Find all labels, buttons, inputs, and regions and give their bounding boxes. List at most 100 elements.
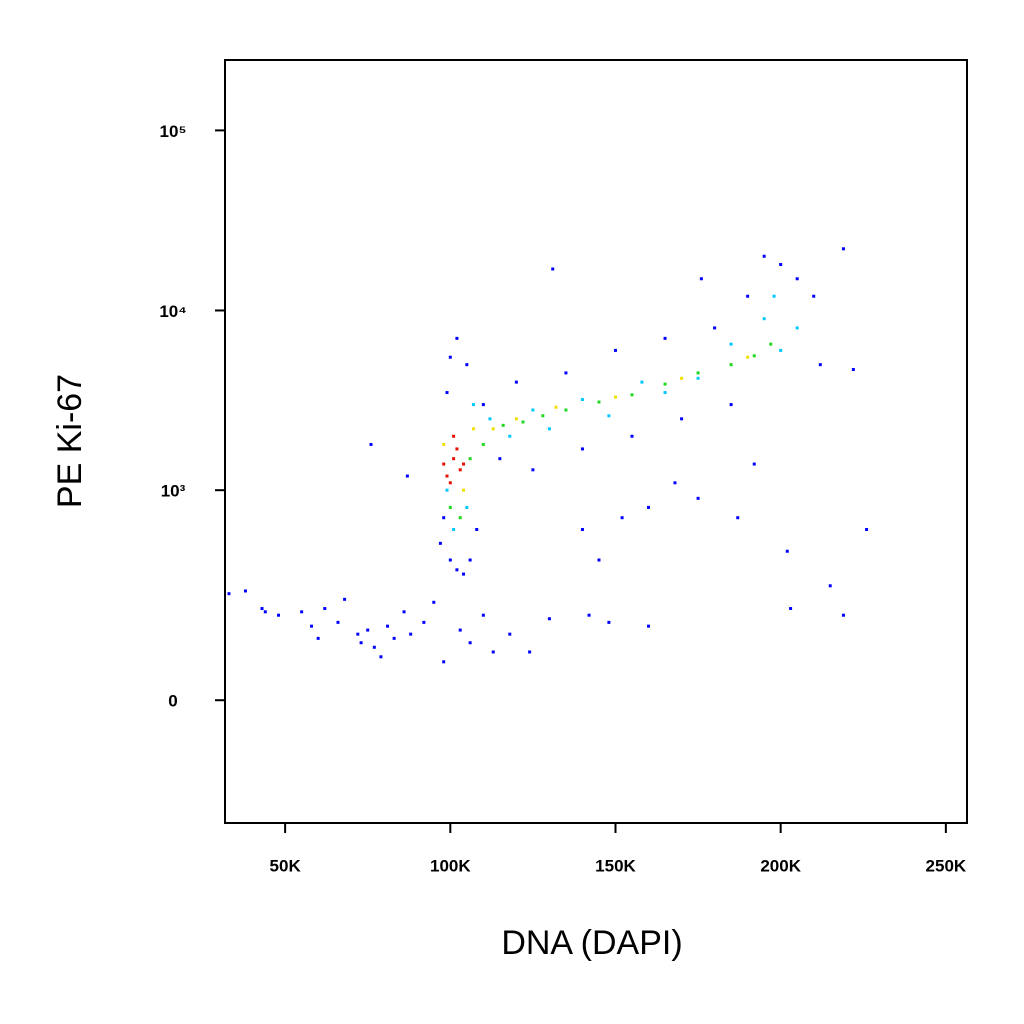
point	[541, 414, 545, 418]
point	[481, 613, 485, 617]
point	[680, 417, 684, 421]
point	[300, 610, 304, 614]
point	[729, 363, 733, 367]
point	[501, 423, 505, 427]
point	[812, 294, 816, 298]
point	[564, 408, 568, 412]
point	[442, 442, 446, 446]
point	[699, 277, 703, 281]
point	[468, 457, 472, 461]
point	[243, 589, 247, 593]
point	[356, 632, 360, 636]
point	[587, 613, 591, 617]
point	[498, 457, 502, 461]
point	[851, 368, 855, 372]
point	[818, 363, 822, 367]
point	[547, 617, 551, 621]
point	[607, 414, 611, 418]
point	[841, 613, 845, 617]
point	[531, 408, 535, 412]
x-tick-label: 250K	[926, 856, 967, 875]
x-tick-label: 100K	[430, 856, 471, 875]
point	[227, 592, 231, 596]
point	[762, 254, 766, 258]
point	[445, 488, 449, 492]
point	[432, 600, 436, 604]
point	[471, 403, 475, 407]
point	[772, 294, 776, 298]
plot-frame	[224, 59, 968, 824]
point	[630, 434, 634, 438]
point	[462, 572, 466, 576]
point	[640, 380, 644, 384]
point	[620, 516, 624, 520]
point	[260, 607, 264, 611]
point	[554, 405, 558, 409]
point	[491, 650, 495, 654]
x-tick-label: 200K	[760, 856, 801, 875]
point	[528, 650, 532, 654]
point	[663, 391, 667, 395]
point	[762, 317, 766, 321]
point	[663, 382, 667, 386]
point	[663, 336, 667, 340]
point	[508, 434, 512, 438]
point	[468, 641, 472, 645]
point	[630, 393, 634, 397]
point	[696, 376, 700, 380]
point	[462, 462, 466, 466]
point	[481, 442, 485, 446]
point	[673, 481, 677, 485]
point	[795, 277, 799, 281]
point	[465, 363, 469, 367]
point	[647, 624, 651, 628]
point	[580, 447, 584, 451]
point	[729, 403, 733, 407]
point	[508, 632, 512, 636]
point	[491, 427, 495, 431]
point	[752, 354, 756, 358]
point	[736, 516, 740, 520]
point	[597, 558, 601, 562]
point	[752, 462, 756, 466]
point	[316, 636, 320, 640]
point	[597, 400, 601, 404]
point	[696, 371, 700, 375]
point	[310, 624, 314, 628]
point	[336, 620, 340, 624]
point	[458, 516, 462, 520]
point	[647, 505, 651, 509]
point	[729, 342, 733, 346]
point	[422, 620, 426, 624]
point	[488, 417, 492, 421]
point	[613, 348, 617, 352]
point	[442, 462, 446, 466]
point	[607, 620, 611, 624]
point	[789, 607, 793, 611]
point	[696, 496, 700, 500]
point	[580, 528, 584, 532]
point	[458, 468, 462, 472]
point	[386, 624, 390, 628]
point	[471, 427, 475, 431]
point	[769, 342, 773, 346]
point	[462, 488, 466, 492]
x-tick-label: 150K	[595, 856, 636, 875]
point	[521, 420, 525, 424]
point	[405, 474, 409, 478]
point	[452, 528, 456, 532]
point	[323, 607, 327, 611]
point	[438, 541, 442, 545]
point	[828, 584, 832, 588]
point	[468, 558, 472, 562]
point	[455, 336, 459, 340]
point	[372, 645, 376, 649]
point	[785, 549, 789, 553]
point	[442, 516, 446, 520]
point	[613, 395, 617, 399]
y-tick-label: 10⁵	[160, 122, 187, 141]
point	[779, 263, 783, 267]
point	[514, 380, 518, 384]
point	[746, 355, 750, 359]
